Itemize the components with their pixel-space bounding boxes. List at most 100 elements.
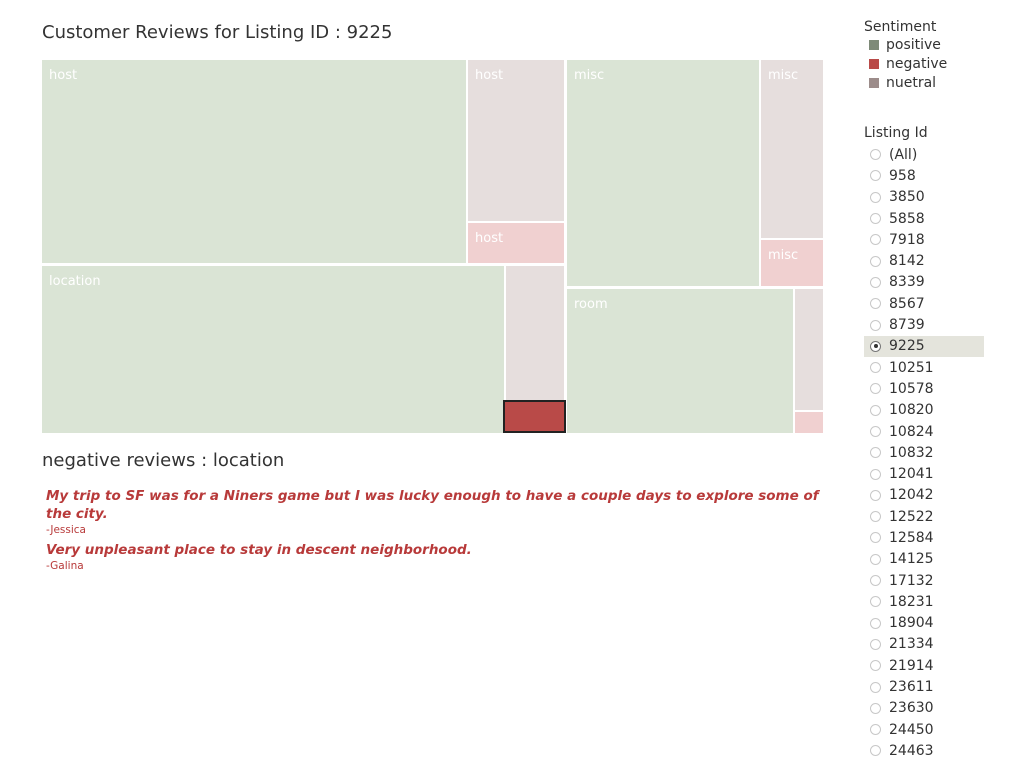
radio-button-icon[interactable]	[870, 276, 881, 288]
radio-option[interactable]: 8567	[864, 293, 984, 314]
radio-button-icon[interactable]	[870, 468, 881, 480]
radio-button-icon[interactable]	[870, 745, 881, 757]
radio-option[interactable]: 12041	[864, 463, 984, 484]
treemap-cell-host-neutral[interactable]: host	[468, 60, 564, 221]
radio-option[interactable]: 10578	[864, 378, 984, 399]
filter-title: Listing Id	[864, 125, 928, 141]
radio-list: (All) 958 3850 5858 7918 8142 8339 8567 8739 9225…	[864, 144, 984, 762]
radio-button-icon[interactable]	[870, 234, 881, 246]
radio-option[interactable]: 12584	[864, 527, 984, 548]
radio-option[interactable]: 10824	[864, 421, 984, 442]
radio-option[interactable]: 3850	[864, 187, 984, 208]
radio-option[interactable]: 12522	[864, 506, 984, 527]
radio-label: 12042	[889, 487, 934, 504]
radio-label: 10820	[889, 402, 934, 419]
radio-button-icon[interactable]	[870, 724, 881, 736]
radio-button-icon[interactable]	[870, 191, 881, 203]
radio-option[interactable]: 5858	[864, 208, 984, 229]
radio-button-icon[interactable]	[870, 532, 881, 544]
legend-item-negative[interactable]: negative	[864, 54, 947, 73]
radio-label: 8339	[889, 274, 925, 291]
treemap-cell-room-neutral[interactable]	[795, 289, 823, 410]
radio-option[interactable]: 12042	[864, 485, 984, 506]
radio-option[interactable]: 21914	[864, 655, 984, 676]
treemap-cell-location-neutral[interactable]	[506, 266, 564, 400]
review-author: -Galina	[46, 560, 84, 572]
radio-option[interactable]: 24463	[864, 740, 984, 761]
treemap-cell-host-positive[interactable]: host	[42, 60, 466, 263]
radio-option[interactable]: 18904	[864, 613, 984, 634]
radio-option[interactable]: 9225	[864, 335, 984, 357]
radio-button-icon[interactable]	[870, 383, 881, 395]
radio-label: 10251	[889, 359, 934, 376]
radio-option[interactable]: 14125	[864, 549, 984, 570]
radio-option[interactable]: 10820	[864, 400, 984, 421]
radio-button-icon[interactable]	[870, 149, 881, 161]
radio-label: 5858	[889, 210, 925, 227]
treemap-cell-misc-negative[interactable]: misc	[761, 240, 823, 286]
radio-button-icon[interactable]	[870, 426, 881, 437]
radio-button-icon[interactable]	[870, 340, 881, 352]
treemap-cell-room-positive[interactable]: room	[567, 289, 793, 433]
review-text: My trip to SF was for a Niners game but …	[46, 488, 819, 522]
radio-option[interactable]: 8339	[864, 272, 984, 293]
radio-option[interactable]: (All)	[864, 144, 984, 165]
legend-title: Sentiment	[864, 19, 937, 35]
radio-button-icon[interactable]	[870, 447, 881, 459]
treemap-cell-host-negative[interactable]: host	[468, 223, 564, 263]
radio-label: 12522	[889, 508, 934, 525]
cell-label: misc	[768, 248, 799, 263]
radio-option[interactable]: 10251	[864, 357, 984, 378]
radio-option[interactable]: 10832	[864, 442, 984, 463]
radio-label: 24450	[889, 721, 934, 738]
radio-option[interactable]: 23611	[864, 676, 984, 697]
cell-label: host	[49, 68, 78, 83]
radio-label: 8739	[889, 317, 925, 334]
radio-button-icon[interactable]	[870, 596, 881, 608]
radio-button-icon[interactable]	[870, 255, 881, 267]
legend-item-neutral[interactable]: nuetral	[864, 73, 947, 92]
radio-option[interactable]: 8142	[864, 250, 984, 271]
radio-option[interactable]: 17132	[864, 570, 984, 591]
radio-button-icon[interactable]	[870, 617, 881, 629]
radio-option[interactable]: 958	[864, 165, 984, 186]
treemap-cell-location-negative[interactable]	[503, 400, 566, 433]
radio-label: (All)	[889, 146, 918, 163]
legend-item-positive[interactable]: positive	[864, 35, 947, 54]
radio-option[interactable]: 23630	[864, 698, 984, 719]
radio-option[interactable]: 18231	[864, 591, 984, 612]
cell-label: host	[475, 231, 504, 246]
radio-button-icon[interactable]	[870, 702, 881, 714]
review-list: My trip to SF was for a Niners game but …	[46, 487, 826, 577]
sentiment-legend: Sentiment positive negative nuetral	[864, 19, 947, 92]
radio-label: 8567	[889, 295, 925, 312]
radio-button-icon[interactable]	[870, 404, 881, 416]
radio-button-icon[interactable]	[870, 298, 881, 310]
radio-option[interactable]: 24450	[864, 719, 984, 740]
radio-button-icon[interactable]	[870, 575, 881, 587]
radio-button-icon[interactable]	[870, 638, 881, 650]
review-item: My trip to SF was for a Niners game but …	[46, 487, 826, 537]
treemap-cell-room-negative[interactable]	[795, 412, 823, 433]
treemap-cell-misc-neutral[interactable]: misc	[761, 60, 823, 238]
radio-option[interactable]: 21334	[864, 634, 984, 655]
legend-swatch	[869, 39, 879, 50]
radio-button-icon[interactable]	[870, 553, 881, 565]
radio-button-icon[interactable]	[870, 489, 881, 501]
radio-option[interactable]: 7918	[864, 229, 984, 250]
radio-button-icon[interactable]	[870, 319, 881, 331]
radio-button-icon[interactable]	[870, 681, 881, 693]
legend-label: negative	[886, 55, 948, 72]
radio-label: 10824	[889, 423, 934, 440]
radio-label: 3850	[889, 189, 925, 206]
radio-button-icon[interactable]	[870, 170, 881, 182]
treemap-cell-location-positive[interactable]: location	[42, 266, 504, 433]
radio-label: 8142	[889, 253, 925, 270]
radio-button-icon[interactable]	[870, 213, 881, 225]
treemap-cell-misc-positive[interactable]: misc	[567, 60, 759, 286]
radio-button-icon[interactable]	[870, 362, 881, 374]
radio-button-icon[interactable]	[870, 511, 881, 523]
cell-label: host	[475, 68, 504, 83]
radio-button-icon[interactable]	[870, 660, 881, 672]
radio-option[interactable]: 8739	[864, 314, 984, 335]
